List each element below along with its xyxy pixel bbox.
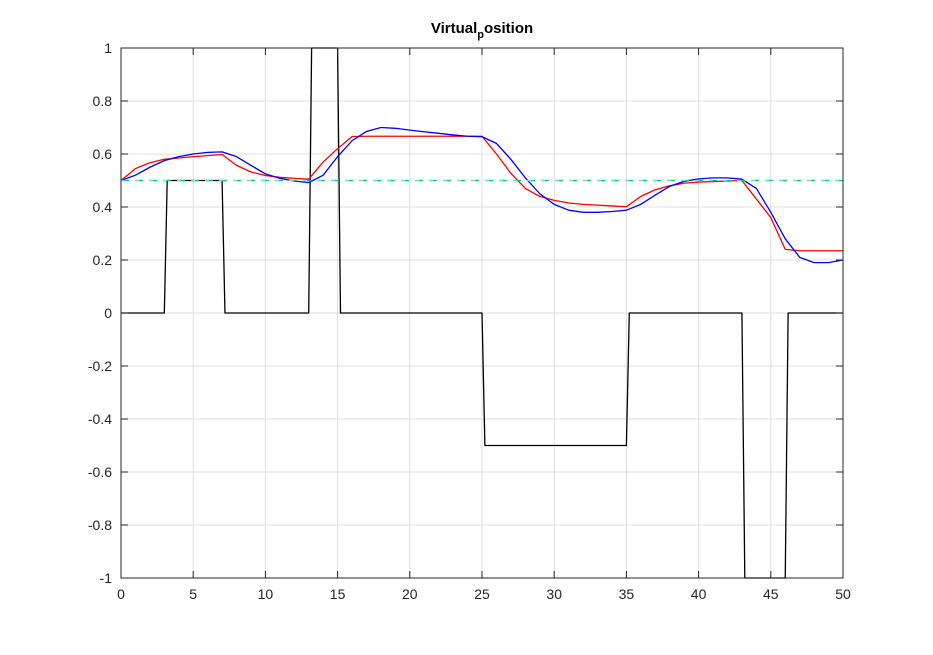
x-tick-label: 5 <box>189 586 197 602</box>
x-tick-label: 30 <box>546 586 562 602</box>
y-tick-label: 1 <box>104 40 112 56</box>
x-tick-label: 0 <box>117 586 125 602</box>
x-tick-labels: 0 5 10 15 20 25 30 35 40 45 50 <box>117 586 851 602</box>
y-tick-labels: 1 0.8 0.6 0.4 0.2 0 -0.2 -0.4 -0.6 -0.8 -1 <box>88 40 112 586</box>
y-tick-label: -0.2 <box>88 358 112 374</box>
x-tick-label: 10 <box>258 586 274 602</box>
y-tick-label: 0.8 <box>93 93 113 109</box>
x-tick-label: 50 <box>835 586 851 602</box>
y-tick-label: 0.4 <box>93 199 113 215</box>
y-tick-label: -0.4 <box>88 411 112 427</box>
x-tick-label: 40 <box>691 586 707 602</box>
y-tick-label: 0.6 <box>93 146 113 162</box>
y-tick-label: -0.6 <box>88 464 112 480</box>
chart-title: Virtualposition <box>431 20 533 41</box>
x-tick-label: 15 <box>330 586 346 602</box>
y-tick-label: 0.2 <box>93 252 113 268</box>
x-tick-label: 25 <box>474 586 490 602</box>
x-tick-label: 35 <box>619 586 635 602</box>
chart-title-subscript: p <box>477 29 484 41</box>
chart-title-rest: osition <box>484 20 533 37</box>
series-line-2 <box>120 135 843 252</box>
x-tick-label: 20 <box>402 586 418 602</box>
y-tick-label: -0.8 <box>88 517 112 533</box>
y-tick-label: 0 <box>104 305 112 321</box>
chart-title-main: Virtual <box>431 20 477 37</box>
series-line-3 <box>120 126 844 264</box>
x-tick-label: 45 <box>763 586 779 602</box>
tick-marks <box>120 47 844 579</box>
y-tick-label: -1 <box>100 570 113 586</box>
